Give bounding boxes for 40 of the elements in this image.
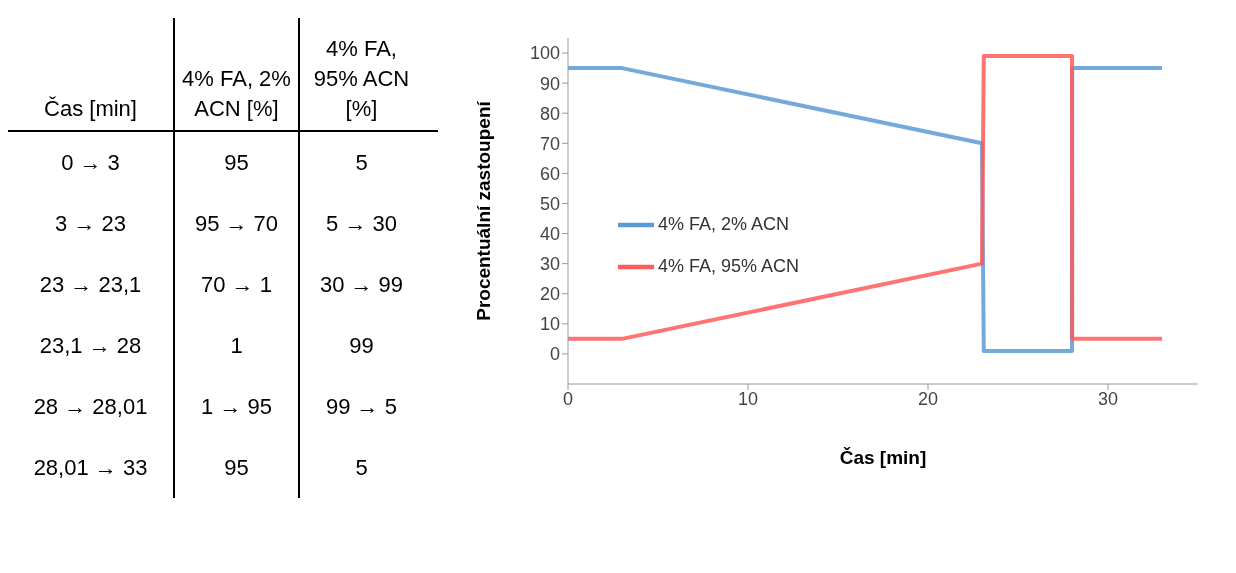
text: 99 bbox=[298, 315, 423, 376]
x-tick-label: 10 bbox=[737, 388, 759, 409]
y-tick-label: 90 bbox=[539, 73, 560, 94]
text: 5 bbox=[298, 132, 423, 193]
y-tick-label: 50 bbox=[539, 193, 560, 214]
legend-label: 4% FA, 95% ACN bbox=[658, 256, 800, 276]
text: 4% FA, 95% ACN [%] bbox=[298, 18, 423, 130]
x-tick-label: 20 bbox=[917, 388, 939, 409]
x-tick-label: 0 bbox=[562, 388, 574, 409]
text: 4% FA, 2% ACN [%] bbox=[173, 18, 298, 130]
text: 1 bbox=[173, 315, 298, 376]
text: 95 → 70 bbox=[173, 193, 298, 254]
text: 3 → 23 bbox=[54, 210, 127, 238]
text: 30 → 99 bbox=[298, 254, 423, 315]
y-tick-label: 100 bbox=[529, 43, 560, 64]
x-tick-label: 30 bbox=[1097, 388, 1119, 409]
y-tick-label: 60 bbox=[539, 163, 560, 184]
text: 28,01 → 33 bbox=[32, 454, 149, 482]
y-tick-label: 70 bbox=[539, 133, 560, 154]
y-tick-label: 40 bbox=[539, 223, 560, 244]
y-tick-label: 30 bbox=[539, 254, 560, 275]
text: Čas [min] bbox=[43, 95, 138, 123]
text: 23,1 → 28 bbox=[38, 332, 143, 360]
text: 28 → 28,01 bbox=[32, 393, 149, 421]
text: 1 → 95 bbox=[173, 376, 298, 437]
y-tick-label: 10 bbox=[539, 314, 560, 335]
y-tick-label: 80 bbox=[539, 103, 560, 124]
legend-label: 4% FA, 2% ACN bbox=[658, 214, 790, 234]
text: 0 → 3 bbox=[60, 149, 121, 177]
text: 95 bbox=[173, 437, 298, 498]
text: 95 bbox=[173, 132, 298, 193]
y-tick-label: 20 bbox=[539, 284, 560, 305]
text: 5 bbox=[298, 437, 423, 498]
y-tick-label: 0 bbox=[549, 344, 560, 365]
text: 23 → 23,1 bbox=[38, 271, 143, 299]
text: 5 → 30 bbox=[298, 193, 423, 254]
text: 70 → 1 bbox=[173, 254, 298, 315]
y-axis-title: Procentuální zastoupení bbox=[472, 100, 494, 321]
text: 99 → 5 bbox=[298, 376, 423, 437]
x-axis-title: Čas [min] bbox=[839, 447, 927, 468]
